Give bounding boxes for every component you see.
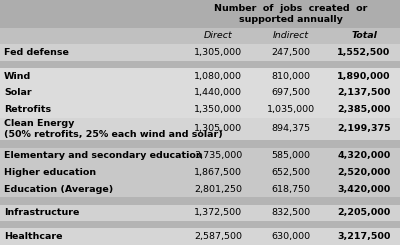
Text: 2,385,000: 2,385,000 — [337, 105, 391, 114]
Text: 2,520,000: 2,520,000 — [337, 168, 391, 177]
Bar — [0, 221, 400, 228]
Text: Education (Average): Education (Average) — [4, 184, 113, 194]
Text: 652,500: 652,500 — [272, 168, 310, 177]
Text: Infrastructure: Infrastructure — [4, 208, 79, 217]
Bar — [0, 205, 400, 221]
Bar — [0, 61, 400, 68]
Text: 1,305,000: 1,305,000 — [194, 48, 242, 57]
Text: 1,080,000: 1,080,000 — [194, 72, 242, 81]
Text: 1,552,500: 1,552,500 — [337, 48, 391, 57]
Text: Total: Total — [351, 32, 377, 40]
Text: 4,320,000: 4,320,000 — [337, 151, 391, 160]
Bar — [0, 118, 400, 140]
Bar — [0, 28, 400, 44]
Text: 585,000: 585,000 — [272, 151, 310, 160]
Text: 247,500: 247,500 — [272, 48, 310, 57]
Text: 1,867,500: 1,867,500 — [194, 168, 242, 177]
Bar — [0, 197, 400, 205]
Text: Indirect: Indirect — [273, 32, 309, 40]
Text: Healthcare: Healthcare — [4, 232, 62, 241]
Text: 2,587,500: 2,587,500 — [194, 232, 242, 241]
Text: Clean Energy
(50% retrofits, 25% each wind and solar): Clean Energy (50% retrofits, 25% each wi… — [4, 119, 223, 139]
Text: Higher education: Higher education — [4, 168, 96, 177]
Bar — [0, 164, 400, 181]
Text: 2,199,375: 2,199,375 — [337, 124, 391, 134]
Bar — [0, 44, 400, 61]
Text: 1,890,000: 1,890,000 — [337, 72, 391, 81]
Text: 1,350,000: 1,350,000 — [194, 105, 242, 114]
Bar — [0, 228, 400, 245]
Text: 2,205,000: 2,205,000 — [337, 208, 391, 217]
Text: 618,750: 618,750 — [272, 184, 310, 194]
Bar — [0, 85, 400, 101]
Text: 3,735,000: 3,735,000 — [194, 151, 242, 160]
Text: 697,500: 697,500 — [272, 88, 310, 97]
Text: 1,440,000: 1,440,000 — [194, 88, 242, 97]
Bar — [0, 147, 400, 164]
Bar — [0, 68, 400, 85]
Text: 2,137,500: 2,137,500 — [337, 88, 391, 97]
Text: 3,217,500: 3,217,500 — [337, 232, 391, 241]
Text: 810,000: 810,000 — [272, 72, 310, 81]
Bar — [0, 101, 400, 118]
Text: 630,000: 630,000 — [272, 232, 310, 241]
Text: Wind: Wind — [4, 72, 31, 81]
Text: Fed defense: Fed defense — [4, 48, 69, 57]
Text: 3,420,000: 3,420,000 — [337, 184, 391, 194]
Text: 894,375: 894,375 — [272, 124, 310, 134]
Bar — [0, 140, 400, 147]
Text: Elementary and secondary education: Elementary and secondary education — [4, 151, 203, 160]
Bar — [0, 0, 400, 28]
Text: Number  of  jobs  created  or
supported annually: Number of jobs created or supported annu… — [214, 4, 368, 24]
Bar — [0, 181, 400, 197]
Text: 832,500: 832,500 — [272, 208, 310, 217]
Text: 2,801,250: 2,801,250 — [194, 184, 242, 194]
Text: 1,035,000: 1,035,000 — [267, 105, 315, 114]
Text: 1,372,500: 1,372,500 — [194, 208, 242, 217]
Text: 1,305,000: 1,305,000 — [194, 124, 242, 134]
Text: Direct: Direct — [204, 32, 232, 40]
Text: Retrofits: Retrofits — [4, 105, 51, 114]
Text: Solar: Solar — [4, 88, 32, 97]
